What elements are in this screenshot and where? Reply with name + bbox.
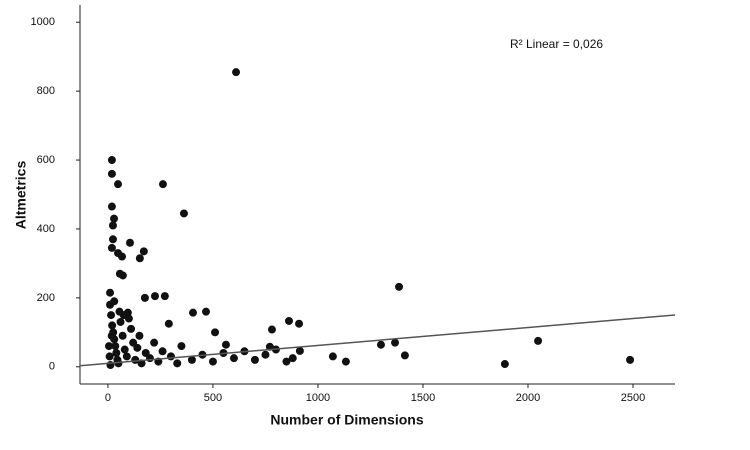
point (108, 321, 117, 330)
point (118, 331, 127, 340)
point (158, 180, 167, 189)
point (164, 319, 173, 328)
point (118, 271, 127, 280)
point (395, 282, 404, 291)
point (158, 347, 167, 356)
point (282, 357, 291, 366)
point (110, 297, 119, 306)
point (145, 354, 154, 363)
point (114, 180, 123, 189)
point (135, 254, 144, 263)
point (391, 338, 400, 347)
x-tick-label: 1000 (306, 392, 330, 404)
point (376, 340, 385, 349)
point (626, 355, 635, 364)
point (118, 252, 127, 261)
point (328, 352, 337, 361)
x-tick-label: 1500 (411, 392, 435, 404)
point (267, 325, 276, 334)
point (173, 359, 182, 368)
point (261, 350, 270, 359)
y-tick-label: 600 (37, 154, 55, 166)
y-tick-label: 200 (37, 292, 55, 304)
point (250, 355, 259, 364)
point (534, 336, 543, 345)
point (229, 354, 238, 363)
point (107, 311, 116, 320)
point (120, 345, 129, 354)
point (177, 342, 186, 351)
x-tick-label: 2000 (516, 392, 540, 404)
x-tick-label: 2500 (621, 392, 645, 404)
point (166, 352, 175, 361)
point (208, 357, 217, 366)
point (107, 243, 116, 252)
point (122, 352, 131, 361)
point (139, 247, 148, 256)
point (188, 308, 197, 317)
y-tick-label: 1000 (31, 16, 55, 28)
point (127, 324, 136, 333)
point (104, 342, 113, 351)
point (150, 292, 159, 301)
point (400, 351, 409, 360)
point (284, 316, 293, 325)
point (107, 202, 116, 211)
y-tick-label: 0 (49, 361, 55, 373)
point (133, 343, 142, 352)
point (232, 68, 241, 77)
fit-line (79, 314, 676, 367)
point (107, 331, 116, 340)
point (108, 221, 117, 230)
point (111, 342, 120, 351)
point (119, 311, 128, 320)
point (135, 331, 144, 340)
y-tick-label: 800 (37, 85, 55, 97)
point (140, 293, 149, 302)
annotation: R² Linear = 0,026 (510, 37, 603, 51)
point (105, 352, 114, 361)
point (125, 238, 134, 247)
point (160, 292, 169, 301)
point (110, 214, 119, 223)
point (116, 317, 125, 326)
point (288, 354, 297, 363)
point (500, 360, 509, 369)
point (108, 235, 117, 244)
point (106, 288, 115, 297)
x-tick-label: 500 (204, 392, 222, 404)
point (179, 209, 188, 218)
x-axis-title: Number of Dimensions (270, 412, 423, 428)
x-tick-label: 0 (105, 392, 111, 404)
point (150, 338, 159, 347)
point (112, 348, 121, 357)
point (295, 346, 304, 355)
point (202, 307, 211, 316)
point (341, 357, 350, 366)
y-tick-label: 400 (37, 223, 55, 235)
point (107, 169, 116, 178)
point (114, 359, 123, 368)
point (107, 156, 116, 165)
point (211, 328, 220, 337)
y-axis-title: Altmetrics (13, 161, 29, 230)
point (187, 355, 196, 364)
point (295, 319, 304, 328)
point (221, 340, 230, 349)
